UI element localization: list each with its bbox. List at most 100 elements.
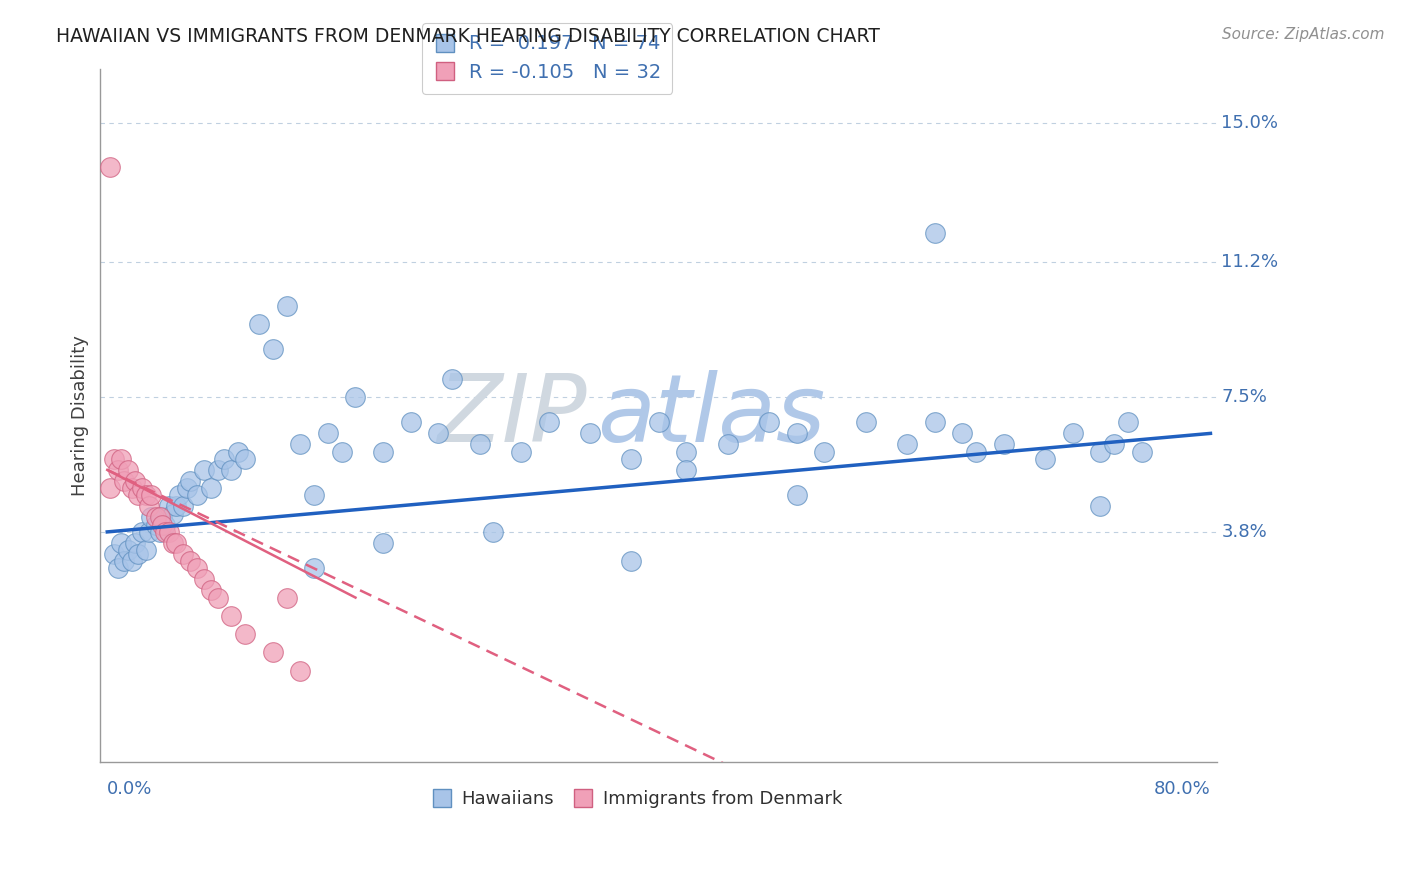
Point [145,517,167,532]
Point [440,372,463,386]
Point [1102,437,1125,451]
Point [950,426,973,441]
Point [98,160,121,174]
Point [103,547,125,561]
Point [162,507,184,521]
Point [135,543,157,558]
Point [193,463,215,477]
Point [537,416,560,430]
Text: 11.2%: 11.2% [1222,253,1278,271]
Point [141,510,163,524]
Point [149,510,172,524]
Point [648,416,671,430]
Point [482,524,505,539]
Point [153,524,176,539]
Point [141,488,163,502]
Point [98,481,121,495]
Point [675,444,697,458]
Point [149,524,172,539]
Point [186,561,208,575]
Point [179,554,201,568]
Point [193,572,215,586]
Point [124,474,146,488]
Point [302,561,325,575]
Point [145,510,167,524]
Point [468,437,491,451]
Point [207,591,229,605]
Legend: Hawaiians, Immigrants from Denmark: Hawaiians, Immigrants from Denmark [423,782,849,815]
Point [117,543,139,558]
Point [221,463,243,477]
Point [152,510,174,524]
Point [993,437,1015,451]
Point [110,536,132,550]
Point [262,343,284,357]
Point [186,488,208,502]
Point [167,488,190,502]
Point [758,416,780,430]
Point [1130,444,1153,458]
Point [316,426,339,441]
Point [330,444,353,458]
Text: 0.0%: 0.0% [107,780,153,798]
Point [924,416,946,430]
Point [172,547,194,561]
Point [276,591,298,605]
Point [233,627,256,641]
Point [276,299,298,313]
Point [131,481,153,495]
Point [103,451,125,466]
Text: 80.0%: 80.0% [1154,780,1211,798]
Text: ZIP: ZIP [437,369,586,460]
Point [247,317,270,331]
Point [717,437,740,451]
Point [620,554,643,568]
Point [207,463,229,477]
Point [855,416,877,430]
Point [176,481,198,495]
Point [121,554,143,568]
Point [226,444,249,458]
Text: HAWAIIAN VS IMMIGRANTS FROM DENMARK HEARING DISABILITY CORRELATION CHART: HAWAIIAN VS IMMIGRANTS FROM DENMARK HEAR… [56,27,880,45]
Point [1088,444,1111,458]
Point [152,517,174,532]
Point [200,583,222,598]
Point [399,416,422,430]
Point [371,536,394,550]
Point [1088,500,1111,514]
Point [786,488,808,502]
Point [110,451,132,466]
Point [112,474,135,488]
Point [127,488,149,502]
Point [138,500,160,514]
Point [924,226,946,240]
Point [302,488,325,502]
Point [620,451,643,466]
Point [200,481,222,495]
Point [675,463,697,477]
Point [786,426,808,441]
Point [107,561,129,575]
Point [579,426,602,441]
Point [965,444,987,458]
Point [153,517,176,532]
Point [179,474,201,488]
Point [813,444,835,458]
Y-axis label: Hearing Disability: Hearing Disability [72,334,89,496]
Point [896,437,918,451]
Text: 15.0%: 15.0% [1222,114,1278,132]
Point [127,547,149,561]
Point [117,463,139,477]
Point [124,536,146,550]
Point [1062,426,1084,441]
Point [162,536,184,550]
Point [165,500,187,514]
Point [214,451,236,466]
Point [262,645,284,659]
Text: atlas: atlas [598,369,825,460]
Point [121,481,143,495]
Point [221,608,243,623]
Point [427,426,450,441]
Text: 7.5%: 7.5% [1222,388,1267,406]
Point [112,554,135,568]
